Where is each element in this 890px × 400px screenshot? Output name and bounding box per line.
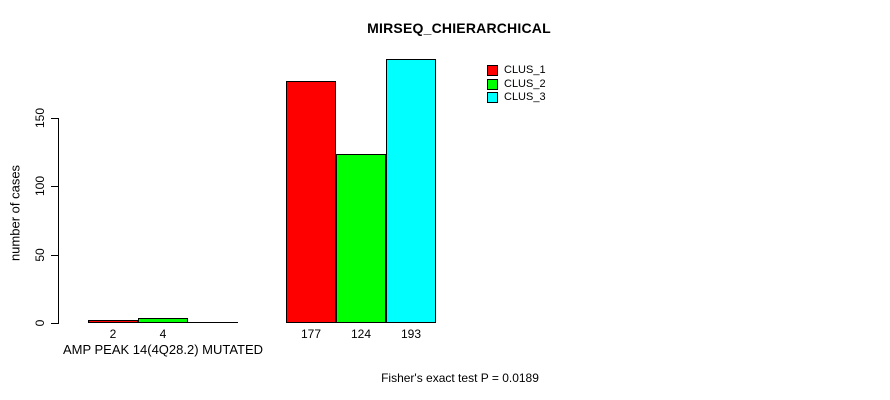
bar-clus_2-group2 <box>336 154 386 323</box>
legend-label: CLUS_2 <box>504 77 546 90</box>
bar-value-label: 124 <box>350 327 372 341</box>
y-axis-tick-label: 0 <box>33 319 47 327</box>
bar-value-label: 2 <box>109 327 117 341</box>
chart-title: MIRSEQ_CHIERARCHICAL <box>367 20 551 36</box>
x-axis-group-label: AMP PEAK 14(4Q28.2) MUTATED <box>62 342 264 357</box>
legend-item-clus_2: CLUS_2 <box>487 77 546 90</box>
y-axis-tick <box>51 118 58 119</box>
y-axis-tick-label: 150 <box>33 107 47 129</box>
legend-swatch-clus_1 <box>487 65 498 76</box>
legend-label: CLUS_3 <box>504 91 546 103</box>
legend-item-clus_3: CLUS_3 <box>487 92 546 103</box>
bar-clus_1-group1 <box>88 320 138 323</box>
legend-swatch-clus_3 <box>487 92 498 103</box>
legend-item-clus_1: CLUS_1 <box>487 65 546 76</box>
y-axis-label: number of cases <box>7 164 23 262</box>
y-axis-tick-label: 100 <box>33 175 47 197</box>
bar-clus_3-group2 <box>386 59 436 323</box>
legend: CLUS_1 CLUS_2 CLUS_3 <box>487 65 546 106</box>
bar-value-label: 4 <box>159 327 167 341</box>
y-axis-line <box>58 118 59 324</box>
y-axis-tick <box>51 186 58 187</box>
legend-label: CLUS_1 <box>504 64 546 76</box>
y-axis-tick-label: 50 <box>33 248 47 262</box>
fisher-test-footnote: Fisher's exact test P = 0.0189 <box>381 371 539 385</box>
legend-swatch-clus_2 <box>487 78 498 90</box>
y-axis-tick <box>51 255 58 256</box>
bar-clus_1-group2 <box>286 81 336 323</box>
bar-value-label: 177 <box>300 327 322 341</box>
bar-value-label: 193 <box>400 327 422 341</box>
y-axis-tick <box>51 323 58 324</box>
bar-clus_2-group1 <box>138 318 188 323</box>
